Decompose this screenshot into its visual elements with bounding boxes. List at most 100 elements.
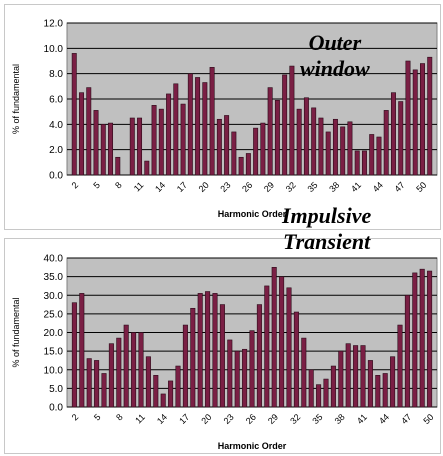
bar [175,365,181,408]
x-tick-label: 44 [377,412,391,426]
y-tick-label: 15.0 [44,347,64,358]
x-tick-label: 8 [113,180,124,191]
bar [168,380,174,408]
bar [332,118,338,176]
bar [405,60,411,176]
x-tick-label: 26 [244,412,258,426]
bar [108,343,114,408]
outer-line2: window [300,56,370,81]
x-tick-label: 17 [175,180,189,194]
bar [367,360,373,408]
bar [219,304,225,408]
bar [420,63,425,176]
bar [253,127,259,176]
bar [234,350,240,408]
x-tick-label: 8 [114,412,125,423]
y-tick-label: 4.0 [49,120,63,131]
x-tick-label: 17 [177,412,191,426]
harmonic-chart-top: 0.0 2.0 4.0 6.0 8.0 10.0 12.0 2 5 8 11 14 17 20 23 26 29… [11,19,438,219]
x-tick-label: 41 [349,180,363,194]
bar [301,337,307,408]
x-tick-label: 11 [132,180,146,194]
y-tick-label: 8.0 [49,69,63,80]
bar [224,115,230,176]
bar [340,126,346,176]
bar [238,156,244,176]
bar [93,110,99,176]
bar [123,324,129,408]
x-tick-label: 14 [153,180,167,194]
y-tick-label: 10.0 [44,365,64,376]
bar [145,356,151,408]
y-tick-label: 30.0 [44,291,64,302]
bar [412,69,418,176]
y-tick-label: 20.0 [44,328,64,339]
x-tick-label: 50 [421,412,435,426]
bar [71,53,77,176]
y-tick-label: 25.0 [44,309,64,320]
bar [129,117,135,176]
harmonic-chart-bottom: 0.0 5.0 10.0 15.0 20.0 25.0 30.0 35.0 40.0 2 5 8 11 1… [11,254,438,451]
bar [316,384,322,408]
bar [311,107,317,176]
x-tick-label: 35 [305,180,319,194]
x-tick-label: 47 [399,412,413,426]
bar [100,124,106,176]
bar [182,324,188,408]
x-axis-label: Harmonic Order [218,441,287,451]
impulsive-line1: Impulsive [282,203,372,228]
bar [375,375,381,408]
bar [427,56,433,176]
bar [338,350,344,408]
outer-window-annotation: Outer window [300,30,370,82]
bar [390,356,396,408]
bar [205,291,211,408]
bar [293,311,299,408]
bar [271,267,277,408]
bar [286,287,292,408]
bar [330,365,336,408]
x-tick-label: 29 [266,412,280,426]
bar [383,110,389,176]
x-tick-label: 32 [288,412,302,426]
bar [158,108,164,176]
bar [427,270,433,408]
y-axis-label: % of fundamental [11,297,21,367]
bar [296,108,302,176]
bar [231,131,237,176]
bar [195,77,201,176]
bar [71,302,77,408]
bar [382,373,388,408]
impulsive-line2: Transient [283,229,371,254]
bar [318,117,324,176]
bar [354,150,360,176]
bar [131,332,137,408]
bar [325,131,331,176]
x-tick-label: 38 [327,180,341,194]
x-tick-label: 11 [133,412,147,426]
x-tick-label: 14 [155,412,169,426]
x-tick-label: 23 [222,412,236,426]
bar [398,101,404,176]
x-tick-label: 38 [333,412,347,426]
x-tick-label: 35 [310,412,324,426]
y-tick-label: 12.0 [44,19,64,30]
bar [353,345,359,408]
bar [153,375,159,408]
bar [86,87,92,176]
bar [190,307,196,408]
x-tick-label: 32 [284,180,298,194]
bar [173,83,179,176]
x-tick-label: 44 [371,180,385,194]
bar [397,324,403,408]
bar [137,117,143,176]
x-tick-label: 50 [414,180,428,194]
bar [216,118,222,176]
bar [166,93,172,176]
bar [376,136,382,176]
bar [347,121,353,176]
bar [197,293,203,408]
bar [260,122,266,176]
x-tick-label: 5 [91,180,102,191]
bar [267,87,273,176]
